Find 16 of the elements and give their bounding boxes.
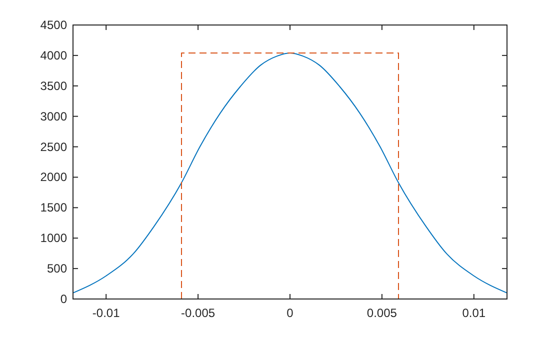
y-tick-label: 1500 (40, 200, 68, 215)
y-tick-label: 4500 (40, 18, 68, 32)
y-tick-label: 3500 (40, 78, 68, 93)
y-tick-label: 0 (60, 292, 68, 306)
y-tick-label: 3000 (40, 109, 68, 124)
x-tick-label: 0.01 (462, 306, 486, 320)
y-tick-label: 4000 (40, 48, 68, 62)
x-tick-label: -0.005 (181, 306, 216, 320)
y-tick-label: 2500 (40, 140, 68, 154)
line-series (72, 52, 508, 294)
x-tick-label: -0.01 (92, 306, 120, 320)
x-tick-label: 0 (286, 306, 294, 320)
y-tick-label: 2000 (40, 170, 68, 184)
y-tick-label: 500 (46, 262, 68, 276)
x-tick-label: 0.005 (366, 306, 398, 320)
y-tick-label: 1000 (40, 231, 68, 246)
